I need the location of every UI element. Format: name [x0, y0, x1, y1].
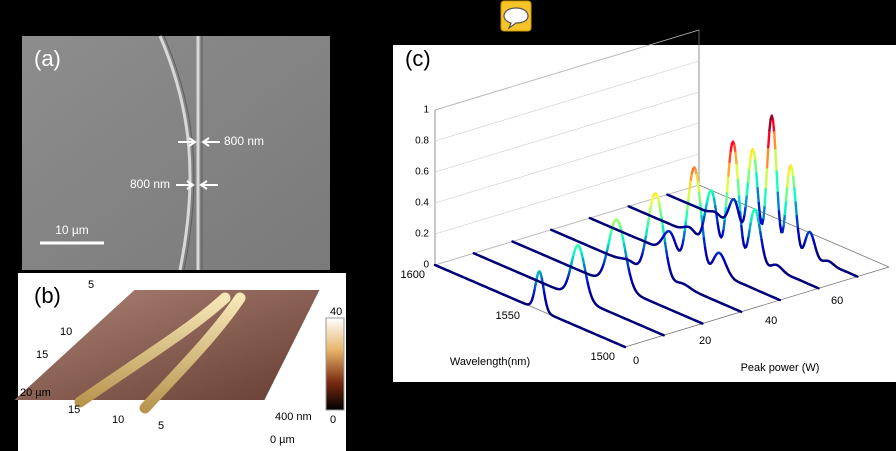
spectrum: [774, 132, 775, 150]
tick-label: 1550: [496, 310, 520, 322]
spectrum: [699, 193, 700, 204]
scale-bar-label: 10 µm: [55, 223, 89, 237]
spectrum: [745, 206, 746, 215]
spectrum: [685, 221, 686, 231]
panel-a: (a) 800 nm 800 nm 10 µm: [22, 36, 330, 270]
spectrum: [686, 210, 687, 221]
tick-label: 60: [831, 295, 843, 307]
spectrum: [756, 173, 757, 188]
spectrum: [796, 202, 797, 216]
spectrum: [768, 130, 769, 147]
spectrum: [773, 120, 774, 132]
spectrum: [684, 230, 685, 238]
spectrum: [777, 171, 778, 192]
page: (a) 800 nm 800 nm 10 µm (b) 40 0 400 nm …: [0, 0, 896, 451]
tick-label: 20: [699, 335, 711, 347]
spectrum: [785, 201, 786, 215]
colorbar-label: 0: [330, 414, 336, 426]
tick-label: 20 µm: [20, 387, 51, 399]
spectrum: [775, 150, 776, 171]
spectrum: [758, 188, 759, 203]
panel-label: (a): [34, 46, 61, 71]
spectrum: [741, 226, 742, 237]
tick-label: 0.6: [415, 167, 429, 178]
spectrum: [740, 311, 741, 312]
axis-label: Peak power (W): [741, 362, 820, 374]
spectrum: [759, 203, 760, 215]
spectrum: [726, 191, 727, 206]
annotation: 800 nm: [224, 134, 264, 148]
spectrum: [727, 176, 728, 191]
spectrum: [746, 195, 747, 206]
spectrum: [797, 216, 798, 228]
spectrum: [735, 153, 736, 165]
tick-label: 0 µm: [270, 434, 295, 446]
tick-label: 1500: [591, 351, 615, 363]
spectrum: [734, 145, 735, 153]
tick-label: 15: [36, 349, 48, 361]
axis-label: Wavelength(nm): [450, 356, 530, 368]
spectrum: [798, 229, 799, 239]
spectrum: [728, 162, 729, 176]
spectrum: [767, 147, 768, 167]
spectrum: [764, 205, 765, 218]
spectrum: [794, 189, 795, 203]
spectrum: [787, 175, 788, 187]
spectrum: [749, 158, 750, 169]
panel-label: (b): [34, 283, 61, 308]
spectrum: [747, 182, 748, 195]
spectrum: [754, 152, 755, 160]
spectrum: [737, 165, 738, 180]
colorbar: [326, 318, 344, 410]
tick-label: 0.4: [415, 198, 429, 209]
spectrum: [690, 180, 691, 189]
spectrum: [786, 187, 787, 201]
spectrum: [703, 228, 704, 239]
tick-label: 5: [88, 279, 94, 291]
tick-label: 0: [633, 355, 639, 367]
tick-label: 1: [423, 105, 429, 116]
spectrum: [698, 183, 699, 193]
comment-icon[interactable]: [501, 1, 531, 31]
spectrum: [624, 346, 625, 347]
figure: (a) 800 nm 800 nm 10 µm (b) 40 0 400 nm …: [0, 0, 896, 451]
tick-label: 5: [158, 420, 164, 432]
spectrum: [779, 211, 780, 225]
spectrum: [748, 169, 749, 182]
panel-label: (c): [405, 46, 431, 71]
annotation: 800 nm: [130, 177, 170, 191]
spectrum: [663, 335, 664, 336]
panel-c: (c) Wavelength(nm) Peak power (W) 0 0.2 0.…: [393, 30, 896, 382]
spectrum: [765, 188, 766, 206]
spectrum: [755, 161, 756, 174]
spectrum: [724, 219, 725, 229]
spectrum: [779, 300, 780, 301]
tick-label: 10: [60, 326, 72, 338]
spectrum: [793, 177, 794, 189]
panel-b: (b) 40 0 400 nm 0 µm: [14, 273, 346, 451]
tick-label: 1600: [401, 269, 425, 281]
spectrum: [663, 226, 664, 235]
spectrum: [738, 180, 739, 196]
tick-label: 10: [112, 414, 124, 426]
tick-label: 15: [68, 404, 80, 416]
tick-label: 40: [765, 315, 777, 327]
spectrum: [792, 169, 793, 177]
spectrum: [784, 214, 785, 225]
colorbar-label: 40: [330, 306, 342, 318]
spectrum: [704, 238, 705, 247]
height-label: 400 nm: [275, 411, 312, 423]
spectrum: [817, 288, 818, 289]
spectrum: [688, 189, 689, 199]
spectrum: [716, 215, 717, 223]
tick-label: 0.8: [415, 136, 429, 147]
spectrum: [856, 276, 857, 277]
spectrum: [778, 193, 779, 212]
spectrum: [701, 323, 702, 324]
spectrum: [730, 151, 731, 162]
spectrum: [766, 167, 767, 187]
spectrum: [769, 119, 770, 130]
spectrum: [739, 196, 740, 212]
tick-label: 0.2: [415, 229, 429, 240]
